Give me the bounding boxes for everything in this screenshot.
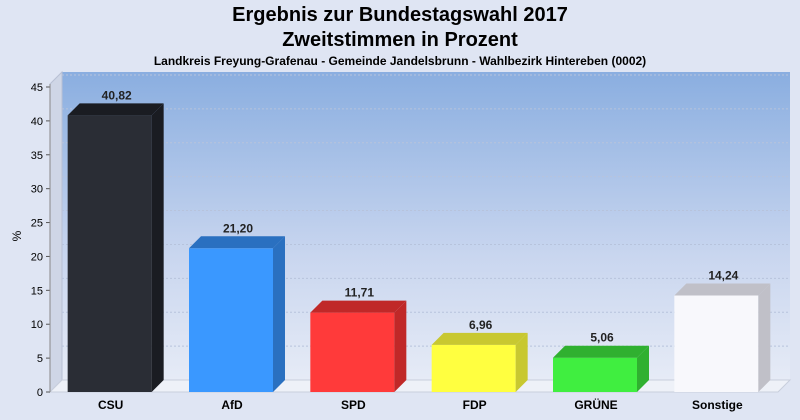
plot-back-wall (62, 72, 790, 380)
bar-csu: 40,82 (67, 88, 164, 392)
bar-top (310, 300, 407, 313)
bar-front (553, 357, 637, 392)
bar-afd: 21,20 (189, 221, 285, 392)
chart-subtitle: Zweitstimmen in Prozent (282, 29, 518, 51)
chart-title: Ergebnis zur Bundestagswahl 2017 (232, 4, 568, 26)
bar-value-label: 11,71 (345, 286, 375, 300)
x-axis-labels: CSU AfD SPD FDP GRÜNE Sonstige (98, 397, 743, 412)
bars: 40,82 21,20 11,71 6,96 5,06 14,24 (67, 88, 771, 392)
y-tick-label: 35 (31, 150, 43, 162)
bar-side (151, 103, 164, 392)
bar-front (189, 248, 273, 392)
y-tick-label: 10 (31, 319, 43, 331)
y-tick-label: 40 (31, 116, 43, 128)
bar-front (674, 295, 759, 392)
bar-side (758, 283, 771, 392)
x-tick-label: AfD (221, 398, 243, 412)
chart-caption: Landkreis Freyung-Grafenau - Gemeinde Ja… (153, 54, 647, 68)
bar-top (553, 345, 649, 358)
bar-value-label: 5,06 (590, 331, 614, 345)
x-tick-label: FDP (463, 398, 487, 412)
y-tick-label: 25 (31, 218, 43, 230)
x-tick-label: GRÜNE (574, 397, 617, 412)
bar-side (273, 236, 285, 392)
y-tick-label: 30 (31, 184, 43, 196)
bar-grüne: 5,06 (553, 331, 649, 392)
bar-top (67, 103, 164, 116)
y-axis-ticks: 0 5 10 15 20 25 30 35 40 45 (31, 82, 51, 399)
gridlines (62, 74, 790, 347)
x-tick-label: CSU (98, 398, 123, 412)
bar-side (515, 332, 528, 392)
plot-left-wall (49, 70, 63, 394)
bar-value-label: 14,24 (708, 268, 738, 282)
bar-top (189, 236, 285, 249)
x-tick-label: Sonstige (692, 398, 743, 412)
bar-fdp: 6,96 (431, 318, 528, 392)
bar-front (431, 344, 516, 392)
y-axis-label: % (10, 230, 24, 241)
y-tick-label: 15 (31, 285, 43, 297)
bar-value-label: 40,82 (102, 88, 132, 102)
bar-side (637, 345, 649, 392)
bar-front (67, 115, 152, 392)
bar-front (310, 312, 395, 392)
bar-value-label: 6,96 (469, 318, 493, 332)
y-tick-label: 20 (31, 251, 43, 263)
y-tick-label: 45 (31, 82, 43, 94)
bar-spd: 11,71 (310, 286, 407, 392)
bar-value-label: 21,20 (223, 221, 253, 235)
y-tick-label: 5 (37, 353, 43, 365)
bar-sonstige: 14,24 (674, 268, 771, 392)
bar-top (674, 283, 771, 296)
bar-side (394, 300, 407, 392)
bar-top (431, 332, 528, 345)
y-tick-label: 0 (37, 387, 43, 399)
x-tick-label: SPD (341, 398, 366, 412)
